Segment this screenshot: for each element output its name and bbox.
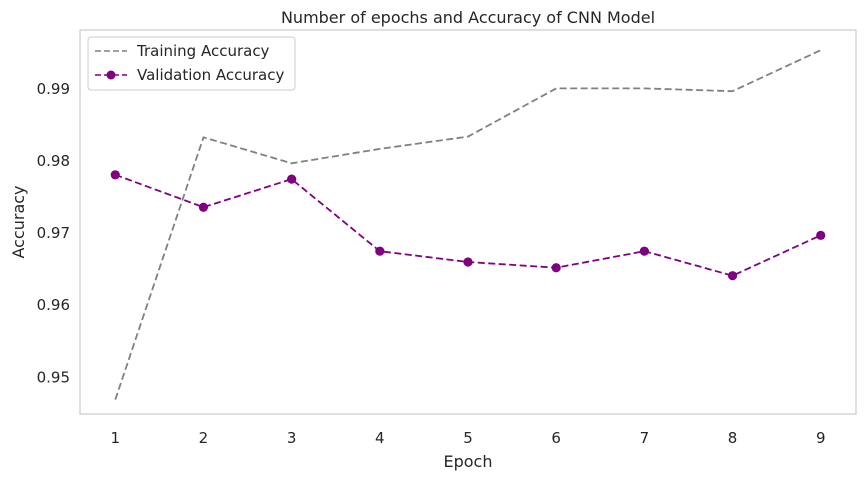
legend-validation-label: Validation Accuracy	[137, 66, 284, 84]
legend-validation-marker	[106, 70, 116, 80]
x-tick-label: 3	[287, 429, 297, 447]
validation-accuracy-point	[639, 246, 649, 256]
validation-accuracy-point	[198, 202, 209, 212]
x-tick-label: 9	[816, 429, 826, 447]
legend-box	[87, 36, 296, 91]
training-accuracy-line	[114, 49, 822, 400]
y-tick-label: 0.95	[37, 368, 70, 386]
y-tick-label: 0.98	[37, 152, 70, 170]
validation-accuracy-point	[727, 271, 738, 281]
x-tick-label: 8	[728, 429, 738, 447]
validation-accuracy-point	[816, 230, 826, 240]
y-axis-label: Accuracy	[9, 185, 28, 258]
x-axis-label: Epoch	[444, 452, 493, 471]
series-layer	[110, 49, 826, 400]
validation-accuracy-point	[110, 170, 120, 180]
legend-training-label: Training Accuracy	[136, 42, 270, 60]
y-tick-label: 0.96	[37, 296, 70, 314]
x-tick-labels: 1 2 3 4 5 6 7 8 9	[110, 429, 825, 447]
x-tick-label: 7	[640, 429, 650, 447]
x-tick-label: 4	[375, 429, 385, 447]
x-tick-label: 1	[110, 429, 120, 447]
validation-accuracy-point	[551, 263, 561, 273]
validation-accuracy-point	[463, 257, 473, 267]
chart-title: Number of epochs and Accuracy of CNN Mod…	[281, 8, 655, 27]
validation-accuracy-point	[375, 246, 385, 256]
plot-area	[79, 29, 857, 415]
x-tick-label: 6	[551, 429, 561, 447]
y-tick-label: 0.99	[37, 80, 70, 98]
legend: Training Accuracy Validation Accuracy	[87, 36, 296, 91]
y-tick-labels: 0.95 0.96 0.97 0.98 0.99	[37, 80, 70, 386]
x-tick-label: 2	[199, 429, 209, 447]
validation-accuracy-point	[287, 174, 297, 184]
y-tick-label: 0.97	[37, 224, 70, 242]
x-tick-label: 5	[463, 429, 473, 447]
